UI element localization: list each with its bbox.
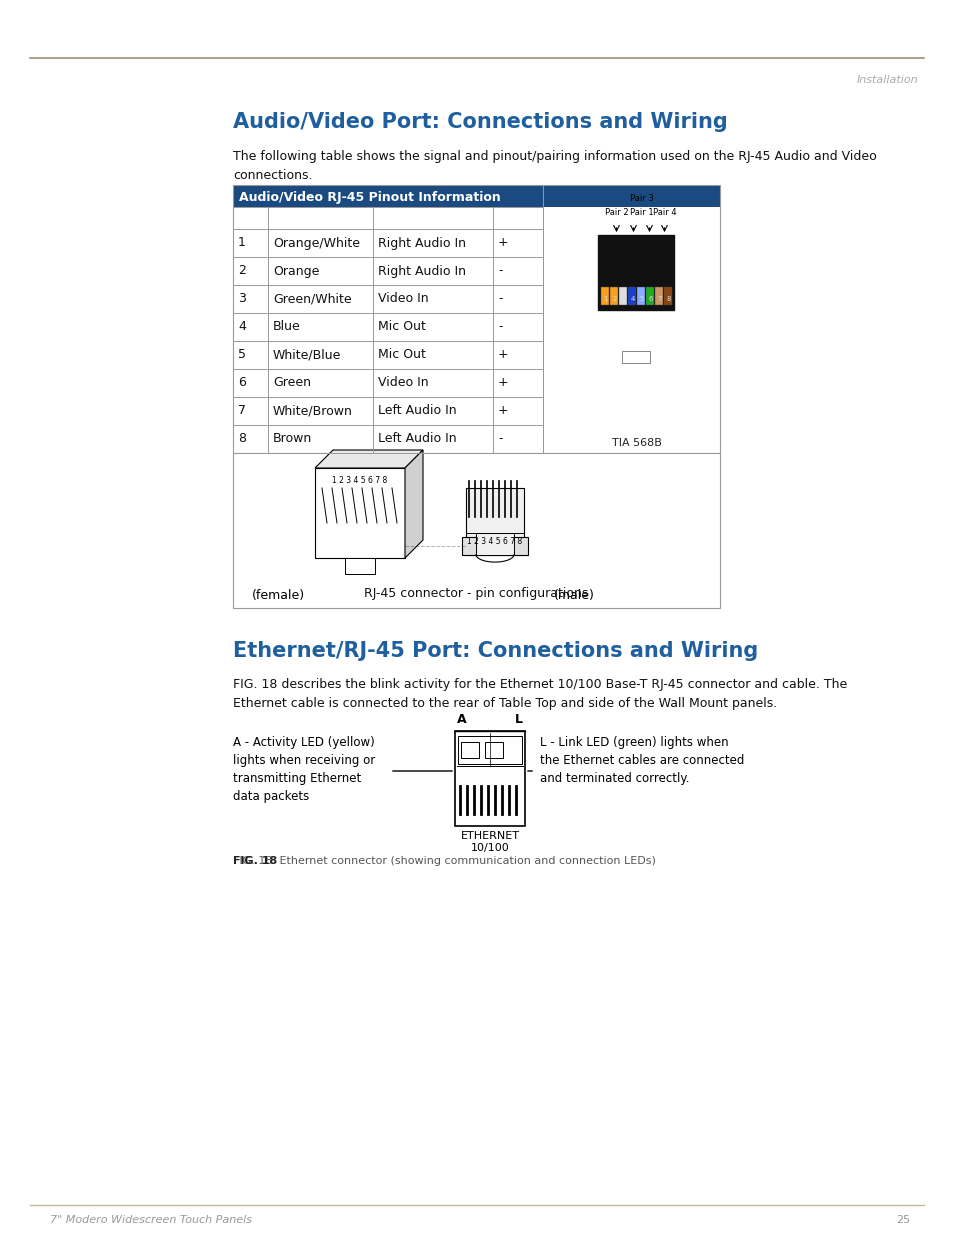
Text: Orange/White: Orange/White — [273, 236, 359, 249]
Bar — [646, 287, 654, 305]
Bar — [655, 287, 662, 305]
Bar — [345, 558, 375, 574]
Text: 6: 6 — [648, 296, 652, 303]
Text: White/Brown: White/Brown — [273, 405, 353, 417]
Text: 3: 3 — [237, 293, 246, 305]
Text: -: - — [497, 264, 502, 278]
Text: 6: 6 — [237, 377, 246, 389]
Bar — [476, 532, 514, 555]
Text: FIG. 18 describes the blink activity for the Ethernet 10/100 Base-T RJ-45 connec: FIG. 18 describes the blink activity for… — [233, 678, 846, 710]
Text: 25: 25 — [895, 1215, 909, 1225]
Bar — [457, 736, 521, 764]
Text: RJ-45 connector - pin configurations: RJ-45 connector - pin configurations — [364, 587, 588, 600]
Text: 8: 8 — [665, 296, 670, 303]
Text: +: + — [497, 405, 508, 417]
Text: 1 2 3 4 5 6 7 8: 1 2 3 4 5 6 7 8 — [332, 475, 387, 485]
Text: Video In: Video In — [377, 377, 428, 389]
Text: 4: 4 — [630, 296, 634, 303]
Text: Green/White: Green/White — [273, 293, 352, 305]
Text: Video In: Video In — [377, 293, 428, 305]
Text: Left Audio In: Left Audio In — [377, 432, 456, 446]
Text: 7" Modero Widescreen Touch Panels: 7" Modero Widescreen Touch Panels — [50, 1215, 252, 1225]
Bar — [610, 287, 618, 305]
Text: 7: 7 — [237, 405, 246, 417]
Text: 7: 7 — [657, 296, 661, 303]
Bar — [465, 488, 523, 555]
Text: Pair 4: Pair 4 — [652, 207, 676, 217]
Text: Audio/Video RJ-45 Pinout Information: Audio/Video RJ-45 Pinout Information — [239, 190, 500, 204]
Text: ETHERNET
10/100: ETHERNET 10/100 — [460, 831, 519, 853]
Text: -: - — [497, 293, 502, 305]
Text: Ethernet/RJ-45 Port: Connections and Wiring: Ethernet/RJ-45 Port: Connections and Wir… — [233, 641, 758, 661]
Polygon shape — [314, 450, 422, 468]
Text: Pair 2: Pair 2 — [604, 207, 628, 217]
Text: 2: 2 — [612, 296, 616, 303]
Text: Green: Green — [273, 377, 311, 389]
Text: 5: 5 — [639, 296, 643, 303]
Text: FIG. 18  Ethernet connector (showing communication and connection LEDs): FIG. 18 Ethernet connector (showing comm… — [233, 856, 656, 866]
Text: (male): (male) — [554, 589, 595, 603]
Bar — [618, 287, 627, 305]
Text: +: + — [497, 377, 508, 389]
Polygon shape — [405, 450, 422, 558]
Text: A: A — [456, 713, 466, 726]
Text: 5: 5 — [237, 348, 246, 362]
Text: The following table shows the signal and pinout/pairing information used on the : The following table shows the signal and… — [233, 149, 876, 182]
Text: Mic Out: Mic Out — [377, 321, 425, 333]
Text: White/Blue: White/Blue — [273, 348, 341, 362]
Text: L - Link LED (green) lights when
the Ethernet cables are connected
and terminate: L - Link LED (green) lights when the Eth… — [539, 736, 743, 785]
Text: 4: 4 — [237, 321, 246, 333]
Bar — [484, 742, 502, 758]
Bar — [233, 185, 720, 207]
Text: Pair 3: Pair 3 — [629, 194, 653, 203]
Bar — [233, 185, 720, 453]
Bar — [622, 351, 650, 363]
Text: Left Audio In: Left Audio In — [377, 405, 456, 417]
Text: Brown: Brown — [273, 432, 312, 446]
Text: -: - — [497, 321, 502, 333]
Text: 1 2 3 4 5 6 7 8: 1 2 3 4 5 6 7 8 — [467, 537, 522, 547]
Bar — [460, 742, 478, 758]
Text: +: + — [497, 236, 508, 249]
Text: L: L — [515, 713, 522, 726]
Bar — [233, 453, 720, 608]
Text: Installation: Installation — [856, 75, 917, 85]
Text: +: + — [497, 348, 508, 362]
Text: 1: 1 — [602, 296, 607, 303]
Bar — [601, 287, 609, 305]
Text: 8: 8 — [237, 432, 246, 446]
Text: (female): (female) — [252, 589, 305, 603]
Text: Blue: Blue — [273, 321, 300, 333]
Bar — [628, 287, 636, 305]
Text: 1: 1 — [237, 236, 246, 249]
Text: Orange: Orange — [273, 264, 319, 278]
Text: Right Audio In: Right Audio In — [377, 236, 465, 249]
Bar — [455, 731, 524, 826]
Bar — [637, 287, 645, 305]
Text: Pair 1: Pair 1 — [629, 207, 653, 217]
Text: -: - — [497, 432, 502, 446]
Text: FIG. 18: FIG. 18 — [233, 856, 277, 866]
Text: TIA 568B: TIA 568B — [611, 438, 660, 448]
Text: A - Activity LED (yellow)
lights when receiving or
transmitting Ethernet
data pa: A - Activity LED (yellow) lights when re… — [233, 736, 375, 803]
Text: Right Audio In: Right Audio In — [377, 264, 465, 278]
Bar — [461, 537, 527, 555]
Bar — [664, 287, 672, 305]
Text: 3: 3 — [620, 296, 625, 303]
Bar — [314, 468, 405, 558]
Text: Audio/Video Port: Connections and Wiring: Audio/Video Port: Connections and Wiring — [233, 112, 727, 132]
Text: 2: 2 — [237, 264, 246, 278]
Text: Mic Out: Mic Out — [377, 348, 425, 362]
Bar — [598, 235, 674, 310]
